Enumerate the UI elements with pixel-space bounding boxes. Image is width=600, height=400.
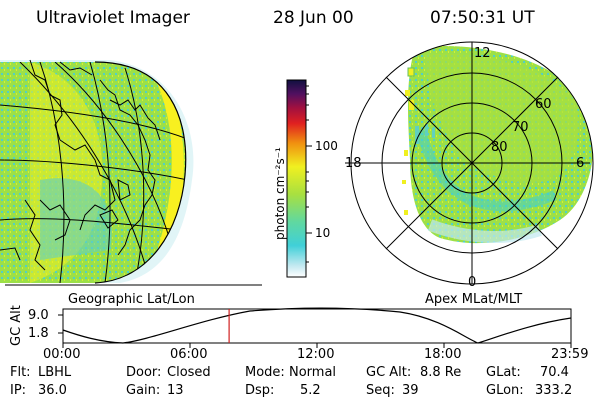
altitude-ytick-low: 1.8 — [28, 326, 49, 341]
colorbar-tick-100: 100 — [315, 139, 338, 153]
info-dsp-label: Dsp: — [245, 383, 275, 398]
mlat-label-70: 70 — [512, 120, 529, 135]
info-mode-value: Normal — [289, 365, 337, 380]
mlt-label-0: 0 — [468, 275, 477, 290]
time-tick-1200: 12:00 — [297, 347, 335, 362]
altitude-curve — [62, 307, 572, 344]
info-glon-label: GLon: — [486, 383, 524, 398]
info-gcalt-value: 8.8 Re — [420, 365, 462, 380]
info-door-value: Closed — [167, 365, 211, 380]
info-ip-label: IP: — [10, 383, 27, 398]
info-door-label: Door: — [126, 365, 162, 380]
geographic-image — [0, 59, 194, 284]
info-ip-value: 36.0 — [38, 383, 67, 398]
instrument-title: Ultraviolet Imager — [36, 8, 190, 28]
time-tick-0600: 06:00 — [170, 347, 208, 362]
mlat-label-60: 60 — [535, 97, 552, 112]
info-gain-value: 13 — [167, 383, 184, 398]
info-glat-value: 70.4 — [540, 365, 569, 380]
altitude-plot — [58, 307, 572, 348]
time-tick-2359: 23:59 — [551, 347, 589, 362]
info-dsp-value: 5.2 — [300, 383, 321, 398]
info-seq-label: Seq: — [366, 383, 395, 398]
mlt-label-12: 12 — [474, 46, 491, 61]
date-label: 28 Jun 00 — [273, 8, 354, 28]
colorbar — [286, 79, 307, 278]
info-seq-value: 39 — [402, 383, 419, 398]
info-flt-value: LBHL — [38, 365, 72, 380]
info-gcalt-label: GC Alt: — [366, 365, 412, 380]
altitude-ytick-high: 9.0 — [28, 308, 49, 323]
info-flt-label: Flt: — [10, 365, 31, 380]
mlt-label-18: 18 — [345, 156, 362, 171]
colorbar-tick-10: 10 — [315, 226, 331, 240]
mlat-label-80: 80 — [491, 140, 508, 155]
info-gain-label: Gain: — [126, 383, 161, 398]
time-tick-1800: 18:00 — [424, 347, 462, 362]
time-tick-0000: 00:00 — [43, 347, 81, 362]
colorbar-ticks — [306, 85, 312, 263]
geographic-panel-label: Geographic Lat/Lon — [68, 292, 195, 307]
time-label: 07:50:31 UT — [430, 8, 535, 28]
info-mode-label: Mode: — [245, 365, 285, 380]
info-glat-label: GLat: — [486, 365, 521, 380]
mlt-label-6: 6 — [576, 156, 585, 171]
info-glon-value: 333.2 — [535, 383, 573, 398]
colorbar-label: photon cm⁻²s⁻¹ — [273, 147, 287, 240]
apex-panel-label: Apex MLat/MLT — [425, 292, 523, 307]
polar-grid — [345, 41, 594, 285]
altitude-axis-label: GC Alt — [9, 305, 24, 346]
